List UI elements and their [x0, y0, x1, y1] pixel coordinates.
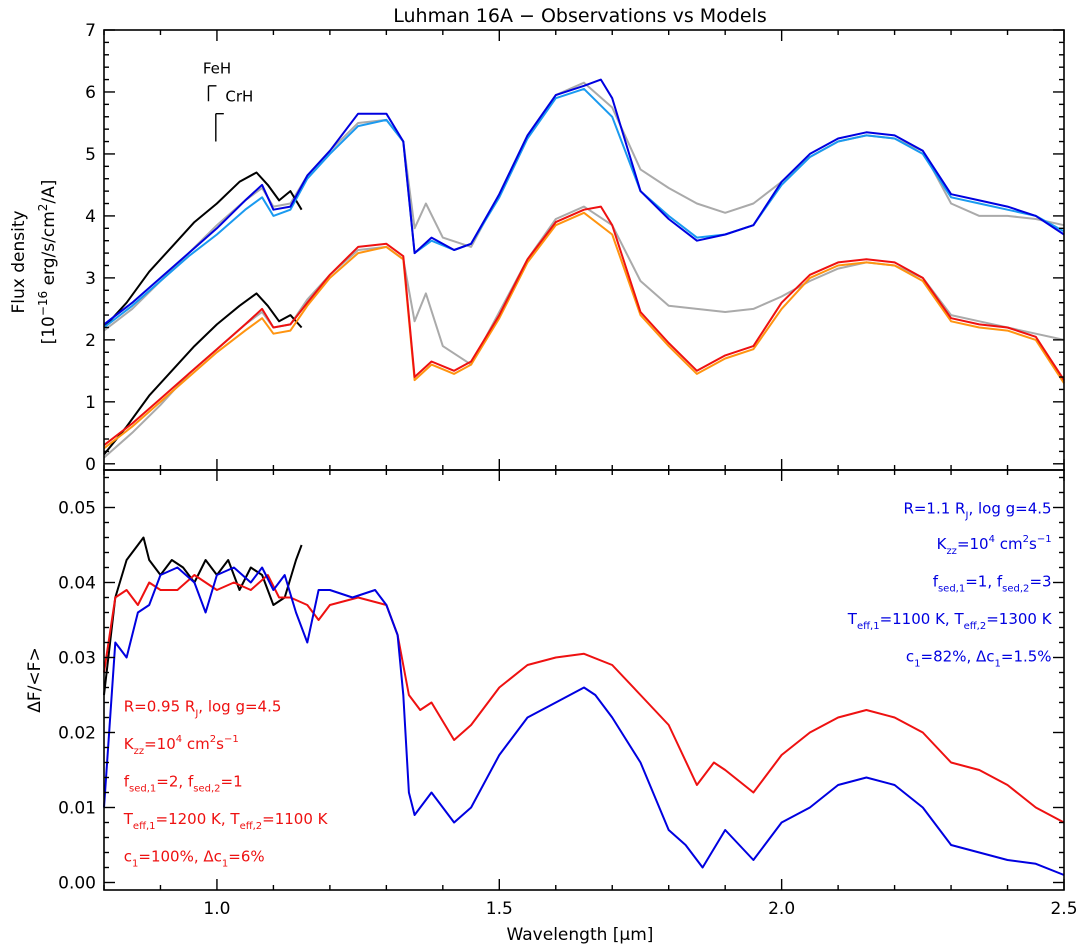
y-axis-unit-exp2: 2: [36, 204, 50, 212]
variability-observation-line-1: [103, 536, 303, 696]
annotation-red4: Teff,1=1200 K, Teff,2=1100 K: [123, 810, 329, 832]
flux-observation-line-6: [103, 292, 303, 456]
bottom-plot-frame: [103, 469, 1065, 891]
annotation-red1: R=0.95 RJ, log g=4.5: [124, 698, 282, 720]
bottom-axis-ticks: 1.0 1.5 2.0 2.5 0.00 0.01 0.02 0.03 0.04 0.05: [58, 470, 1078, 919]
flux-observation-line-2: [103, 171, 303, 329]
crh-label: CrH: [225, 87, 253, 105]
y-tick-label: 6: [85, 83, 96, 103]
variability-model-line-3: [103, 566, 1065, 876]
variability-panel: 1.0 1.5 2.0 2.5 0.00 0.01 0.02 0.03 0.04 0.05 ΔF/…: [25, 469, 1078, 945]
y-tick-label: 0.01: [58, 799, 96, 819]
y-axis-unit-b: erg/s/cm: [39, 211, 59, 291]
annotation-blue5: c1=82%, Δc1=1.5%: [906, 647, 1052, 669]
annotation-blue4: Teff,1=1100 K, Teff,2=1300 K: [847, 610, 1053, 632]
y-axis-unit-c: /A]: [39, 180, 59, 204]
annotation-red2: Kzz=104 cm2s−1: [124, 734, 239, 757]
annotation-blue1: R=1.1 RJ, log g=4.5: [903, 500, 1051, 522]
x-tick-label: 2.0: [768, 899, 795, 919]
flux-model-line-4: [103, 78, 1065, 326]
y-axis-unit-a: [10: [39, 316, 59, 344]
y-tick-label: 0.03: [58, 649, 96, 669]
annotation-red5: c1=100%, Δc1=6%: [124, 848, 265, 870]
flux-series-group: [103, 78, 1065, 459]
x-tick-label: 1.0: [203, 899, 230, 919]
y-tick-label: 2: [85, 331, 96, 351]
y-axis-unit-exp1: −16: [36, 291, 50, 316]
flux-model-line-8: [103, 205, 1065, 446]
flux-model-line-3: [103, 87, 1065, 329]
y-tick-label: 1: [85, 393, 96, 413]
x-axis-title-a: Wavelength [: [507, 925, 620, 945]
x-axis-title: Wavelength [μm]: [507, 925, 654, 945]
annotation-blue3: fsed,1=1, fsed,2=3: [933, 572, 1052, 594]
annotation-red3: fsed,1=2, fsed,2=1: [124, 773, 243, 795]
annotation-blue2: Kzz=104 cm2s−1: [937, 534, 1052, 557]
y-tick-label: 7: [85, 21, 96, 41]
model-parameter-annotations: R=1.1 RJ, log g=4.5 Kzz=104 cm2s−1 fsed,1=…: [123, 500, 1053, 870]
y-tick-label: 0.04: [58, 574, 96, 594]
variability-series-group: [103, 536, 1065, 876]
x-axis-title-b: m]: [630, 925, 653, 945]
y-tick-label: 0.00: [58, 874, 96, 894]
y-tick-label: 4: [85, 207, 96, 227]
y-axis-title-line1: Flux density: [9, 210, 29, 313]
flux-model-line-5: [103, 205, 1065, 459]
variability-model-line-2: [103, 574, 1065, 824]
y-tick-label: 0: [85, 455, 96, 475]
flux-density-panel: FeH CrH 0 1 2 3 4 5 6 7 Flux density [10−16 erg…: [9, 21, 1065, 475]
y-axis-title-line2: [10−16 erg/s/cm2/A]: [36, 180, 59, 345]
feh-marker: [207, 85, 217, 102]
y-tick-label: 0.05: [58, 499, 96, 519]
x-tick-label: 1.5: [486, 899, 513, 919]
crh-marker: [215, 112, 224, 142]
feh-label: FeH: [203, 59, 231, 77]
variability-y-axis-title: ΔF/<F>: [25, 647, 45, 712]
x-axis-title-mu: μ: [619, 925, 630, 945]
x-tick-label: 2.5: [1050, 899, 1077, 919]
flux-model-line-7: [103, 211, 1065, 450]
chart-title: Luhman 16A − Observations vs Models: [393, 5, 767, 27]
y-tick-label: 3: [85, 269, 96, 289]
absorption-line-markers: FeH CrH: [203, 59, 253, 142]
y-tick-label: 5: [85, 145, 96, 165]
y-tick-label: 0.02: [58, 724, 96, 744]
